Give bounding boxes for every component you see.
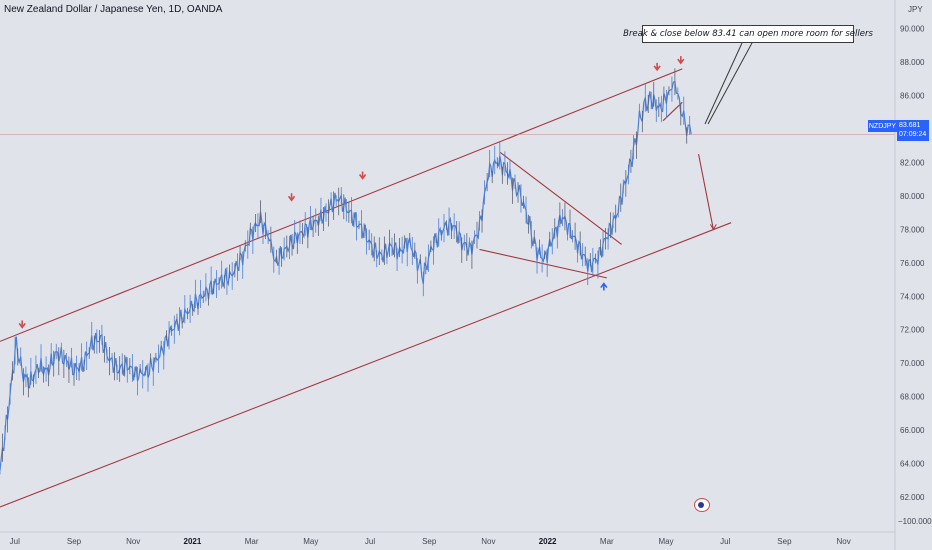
trend-lines	[0, 42, 895, 508]
annotation-callout[interactable]: Break & close below 83.41 can open more …	[623, 25, 873, 43]
y-tick-label: 78.000	[900, 225, 925, 234]
countdown-value: 07:09:24	[899, 131, 927, 138]
x-tick-label: Jul	[720, 537, 730, 546]
x-tick-label: 2022	[539, 537, 557, 546]
x-tick-label: Mar	[600, 537, 614, 546]
x-tick-label: Mar	[245, 537, 259, 546]
y-tick-label: 72.000	[900, 326, 925, 335]
blue-up-arrow	[600, 282, 608, 291]
red-down-arrow-1	[18, 320, 26, 329]
price-series	[0, 68, 692, 475]
y-tick-label: 88.000	[900, 58, 925, 67]
y-tick-label: 64.000	[900, 459, 925, 468]
wedge-upper-line	[499, 152, 622, 245]
upper-channel-line	[0, 68, 683, 342]
forecast-line	[698, 154, 714, 230]
x-tick-label: Nov	[836, 537, 850, 546]
y-tick-label: 74.000	[900, 292, 925, 301]
y-tick-label: 82.000	[900, 158, 925, 167]
x-tick-label: Nov	[126, 537, 140, 546]
x-tick-label: Sep	[67, 537, 82, 546]
price-axis-unit: JPY	[908, 5, 923, 14]
red-down-arrow-4	[653, 62, 661, 72]
red-down-arrow-5	[677, 56, 685, 65]
annotation-text: Break & close below 83.41 can open more …	[623, 29, 873, 39]
price-axis[interactable]: JPY 62.000 64.000 66.000 68.000 70.000 72.000 7…	[894, 0, 932, 550]
x-tick-label: Nov	[481, 537, 495, 546]
wedge-lower-line	[479, 248, 607, 279]
symbol-title: New Zealand Dollar / Japanese Yen, 1D, O…	[4, 4, 223, 15]
y-tick-label: 80.000	[900, 192, 925, 201]
x-tick-label: Sep	[777, 537, 792, 546]
red-down-arrow-3	[358, 171, 367, 180]
symbol-badge: NZDJPY	[868, 120, 897, 132]
x-tick-label: May	[658, 537, 673, 546]
time-axis[interactable]: Jul Sep Nov 2021 Mar May Jul Sep Nov 2022 Mar May Ju…	[0, 531, 895, 546]
y-tick-label: 70.000	[900, 359, 925, 368]
callout-pointer-left	[704, 42, 743, 125]
x-tick-label: Jul	[365, 537, 375, 546]
x-tick-label: 2021	[184, 537, 202, 546]
x-tick-label: May	[303, 537, 318, 546]
y-tick-label: 66.000	[900, 426, 925, 435]
red-down-arrow-2	[287, 193, 296, 202]
tradingview-logo-icon	[694, 498, 710, 512]
x-tick-label: Jul	[10, 537, 20, 546]
y-tick-label: 68.000	[900, 393, 925, 402]
lower-channel-line	[0, 222, 732, 508]
callout-pointer-right	[707, 42, 753, 125]
y-tick-label: 62.000	[900, 493, 925, 502]
y-tick-label: 86.000	[900, 92, 925, 101]
forecast-arrow-head	[709, 224, 717, 231]
y-tick-label: 90.000	[900, 25, 925, 34]
last-price-value: 83.681	[899, 122, 921, 129]
x-tick-label: Sep	[422, 537, 437, 546]
y-tick-label: 76.000	[900, 259, 925, 268]
annotation-markers	[18, 56, 685, 329]
last-price-box: 83.681 07:09:24	[897, 120, 929, 141]
price-axis-bottom-label: −100.000	[898, 517, 932, 526]
